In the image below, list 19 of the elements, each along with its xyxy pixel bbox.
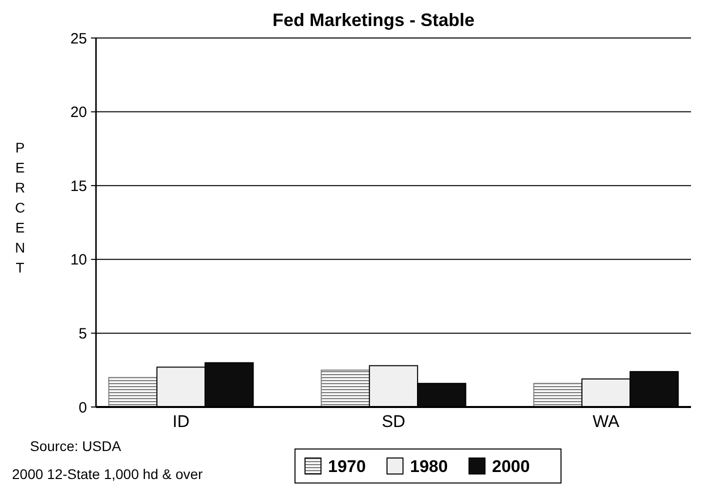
legend-label: 1970 <box>328 456 366 476</box>
y-tick-label: 0 <box>78 399 87 416</box>
bar <box>108 376 158 408</box>
legend-label: 1980 <box>410 456 448 476</box>
y-tick-label: 15 <box>70 178 87 195</box>
legend-label: 2000 <box>492 456 530 476</box>
x-tick-label: ID <box>172 412 190 431</box>
y-axis-title: PERCENT <box>14 140 26 276</box>
y-tick-label: 5 <box>78 325 87 342</box>
x-tick-label: WA <box>592 412 620 431</box>
y-tick-label: 20 <box>70 104 87 122</box>
y-tick-label: 25 <box>70 30 87 48</box>
text: 2000 12-State 1,000 hd & over <box>12 466 204 482</box>
bar <box>533 382 582 408</box>
chart-title: Fed Marketings - Stable <box>272 10 475 30</box>
source-note: Source: USDA <box>30 438 122 454</box>
x-tick-label: SD <box>382 412 406 431</box>
bar <box>320 370 370 408</box>
y-tick-label: 10 <box>70 252 87 269</box>
